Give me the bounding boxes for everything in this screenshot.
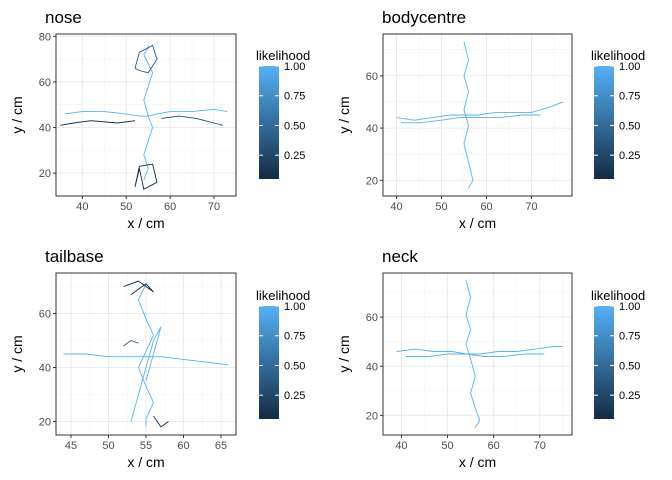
legend-tick-label: 1.00 [284, 301, 305, 313]
y-axis-label: y / cm [9, 96, 25, 133]
trajectory-series [138, 283, 154, 427]
x-tick-label: 55 [140, 440, 152, 452]
legend-tick-label: 1.00 [619, 61, 640, 73]
y-axis-label: y / cm [336, 335, 352, 372]
x-tick-label: 50 [441, 440, 453, 452]
panel-neck: 40 50 60 70 20 40 60 neck x / cm y / cm likelihood… [336, 247, 645, 470]
x-tick-label: 50 [120, 201, 132, 213]
y-tick-label: 60 [39, 77, 51, 89]
trajectory-series [123, 280, 154, 295]
legend-tick-label: 0.25 [619, 150, 640, 162]
x-axis-label: x / cm [459, 215, 496, 231]
trajectory-series [134, 44, 158, 74]
panel-tailbase: 45 50 55 60 65 20 40 60 tailbase x / cm y / cm like… [9, 247, 310, 470]
legend-tick-label: 0.50 [284, 120, 305, 132]
legend-colorbar [594, 66, 614, 179]
legend-tick-label: 0.25 [619, 390, 640, 402]
x-axis-label: x / cm [127, 215, 164, 231]
x-tick-label: 65 [215, 440, 227, 452]
x-axis-label: x / cm [127, 454, 164, 470]
y-axis-label: y / cm [336, 96, 352, 133]
y-tick-label: 20 [366, 410, 378, 422]
trajectory-series [143, 45, 154, 181]
trajectory-series [63, 353, 229, 366]
y-tick-label: 60 [366, 71, 378, 83]
x-tick-label: 40 [390, 201, 402, 213]
y-axis-label: y / cm [9, 335, 25, 372]
legend-tick-label: 0.75 [619, 331, 640, 343]
legend-tick-label: 0.25 [284, 150, 305, 162]
panel-bodycentre: 40 50 60 70 20 40 60 bodycentre x / cm y / cm like… [336, 8, 645, 231]
y-tick-label: 40 [39, 363, 51, 375]
legend-tick-label: 1.00 [284, 61, 305, 73]
plot-border [55, 33, 237, 197]
x-tick-label: 60 [480, 201, 492, 213]
legend-tick-label: 0.75 [284, 331, 305, 343]
y-tick-label: 60 [39, 309, 51, 321]
y-tick-label: 40 [366, 361, 378, 373]
y-tick-label: 20 [366, 175, 378, 187]
plot-border [55, 272, 237, 436]
panel-nose: 40 50 60 70 20 40 60 80 nose x / cm y / cm likeliho… [9, 8, 310, 231]
x-tick-label: 70 [525, 201, 537, 213]
panel-title: bodycentre [382, 8, 466, 27]
x-tick-label: 50 [435, 201, 447, 213]
trajectory-series [406, 353, 545, 357]
trajectory-series [401, 114, 541, 124]
y-tick-label: 20 [39, 168, 51, 180]
legend-colorbar [259, 306, 279, 419]
trajectory-series [60, 120, 136, 126]
plot-border [382, 272, 573, 436]
legend-tick-label: 0.50 [284, 360, 305, 372]
plot-background [56, 34, 236, 196]
x-tick-label: 60 [177, 440, 189, 452]
x-tick-label: 60 [164, 201, 176, 213]
y-tick-label: 80 [39, 31, 51, 43]
x-tick-label: 45 [65, 440, 77, 452]
legend-tick-label: 0.75 [284, 91, 305, 103]
trajectory-series [134, 163, 158, 190]
trajectory-series [161, 115, 223, 126]
legend-title: likelihood [591, 48, 645, 63]
legend-tick-label: 0.50 [619, 360, 640, 372]
trajectory-series [153, 415, 169, 428]
panel-title: tailbase [45, 247, 104, 266]
trajectory-series [465, 280, 481, 428]
legend-colorbar [594, 306, 614, 419]
y-tick-label: 60 [366, 312, 378, 324]
trajectory-series [130, 326, 162, 422]
legend-tick-label: 0.50 [619, 120, 640, 132]
legend-tick-label: 1.00 [619, 301, 640, 313]
legend-title: likelihood [591, 288, 645, 303]
trajectory-series [396, 101, 564, 121]
x-tick-label: 40 [395, 440, 407, 452]
legend-title: likelihood [256, 48, 310, 63]
legend-tick-label: 0.75 [619, 91, 640, 103]
legend-title: likelihood [256, 288, 310, 303]
x-tick-label: 70 [208, 201, 220, 213]
panel-title: nose [45, 8, 82, 27]
trajectory-series [123, 340, 139, 347]
y-tick-label: 20 [39, 417, 51, 429]
x-tick-label: 60 [488, 440, 500, 452]
legend-colorbar [259, 66, 279, 179]
y-tick-label: 40 [39, 123, 51, 135]
panel-title: neck [382, 247, 418, 266]
trajectory-series [396, 346, 563, 355]
plot-border [382, 33, 573, 197]
legend-tick-label: 0.25 [284, 390, 305, 402]
x-tick-label: 40 [76, 201, 88, 213]
y-tick-label: 40 [366, 123, 378, 135]
x-axis-label: x / cm [459, 454, 496, 470]
x-tick-label: 70 [534, 440, 546, 452]
x-tick-label: 50 [102, 440, 114, 452]
